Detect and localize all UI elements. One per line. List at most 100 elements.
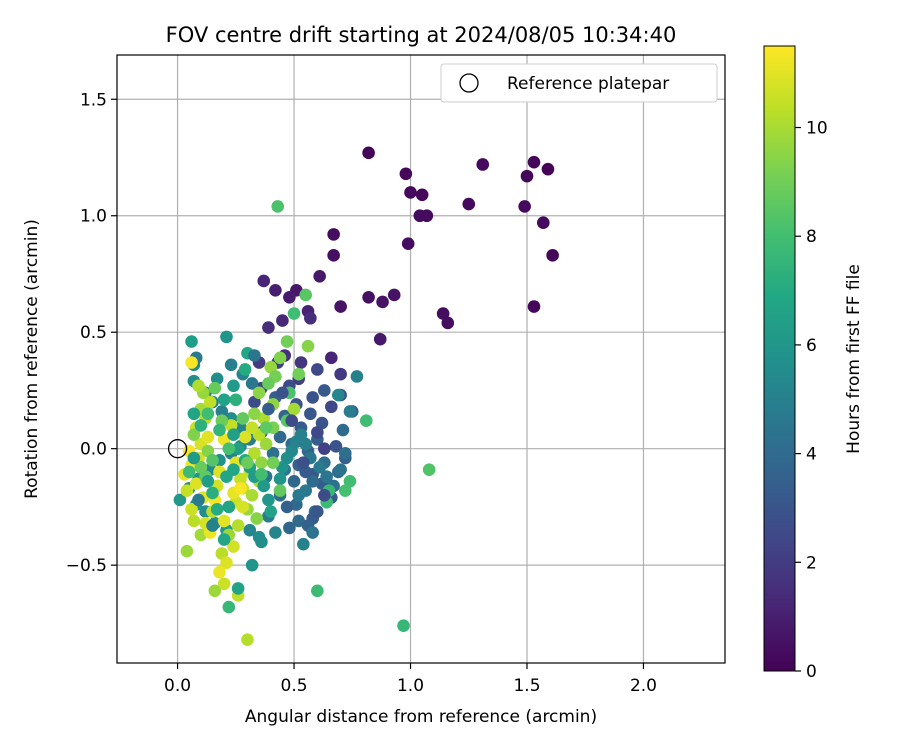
data-point — [208, 381, 222, 395]
data-point — [231, 442, 245, 455]
data-point — [213, 423, 226, 437]
data-point — [187, 451, 201, 465]
data-point — [373, 332, 387, 346]
data-point — [269, 526, 282, 539]
data-points — [173, 146, 559, 647]
data-point — [257, 479, 271, 493]
data-point — [318, 442, 331, 455]
data-point — [441, 316, 455, 330]
data-point — [243, 523, 257, 537]
data-point — [255, 456, 268, 469]
data-point — [248, 395, 261, 409]
data-point — [404, 186, 417, 199]
data-point — [262, 377, 275, 390]
data-point — [336, 423, 350, 437]
colorbar-tick-label: 4 — [806, 445, 817, 465]
x-axis-ticks: 0.0 0.5 1.0 1.5 2.0 — [164, 663, 657, 696]
data-point — [334, 367, 347, 381]
data-point — [299, 288, 312, 302]
data-point — [292, 367, 306, 381]
data-point — [306, 526, 319, 539]
data-point — [283, 290, 296, 304]
data-point — [217, 577, 231, 591]
data-point — [185, 335, 198, 348]
data-point — [241, 633, 254, 647]
data-point — [294, 356, 308, 369]
data-point — [245, 488, 259, 502]
data-point — [194, 461, 208, 474]
data-point — [343, 405, 357, 418]
data-point — [334, 300, 347, 313]
data-point — [313, 270, 326, 283]
data-point — [297, 456, 310, 469]
data-point — [210, 502, 224, 516]
data-point — [280, 500, 294, 514]
data-point — [236, 412, 250, 425]
data-point — [315, 416, 329, 430]
data-point — [231, 519, 245, 532]
data-point — [362, 290, 375, 304]
data-point — [359, 414, 373, 428]
colorbar-tick-label: 0 — [806, 662, 817, 682]
data-point — [180, 544, 194, 558]
data-point — [245, 377, 259, 390]
data-point — [401, 237, 415, 250]
data-point — [217, 514, 231, 528]
data-point — [220, 556, 233, 570]
data-point — [422, 463, 436, 476]
data-point — [387, 288, 401, 302]
data-point — [294, 428, 308, 442]
data-point — [262, 321, 275, 334]
data-point — [227, 379, 240, 393]
data-point — [527, 155, 541, 169]
data-point — [334, 463, 347, 476]
data-point — [350, 370, 364, 383]
colorbar-tick-label: 10 — [806, 119, 828, 139]
data-point — [220, 330, 233, 344]
colorbar-tick-label: 2 — [806, 553, 817, 573]
legend: Reference platepar — [440, 63, 718, 103]
data-point — [192, 379, 205, 393]
data-point — [306, 474, 319, 488]
y-tick-label: 0.5 — [80, 323, 107, 343]
data-point — [297, 537, 310, 551]
data-point — [234, 481, 247, 495]
data-point — [217, 533, 231, 546]
data-point — [273, 351, 287, 365]
data-point — [327, 228, 340, 241]
data-point — [273, 484, 287, 497]
data-point — [187, 514, 201, 528]
data-point — [276, 461, 289, 474]
data-point — [206, 454, 219, 467]
x-tick-label: 0.5 — [281, 676, 308, 696]
data-point — [313, 461, 326, 474]
data-point — [222, 600, 236, 614]
data-point — [227, 540, 240, 553]
legend-label: Reference platepar — [507, 74, 669, 94]
data-point — [192, 493, 205, 507]
colorbar-tick-label: 6 — [806, 336, 817, 356]
x-axis-label: Angular distance from reference (arcmin) — [245, 707, 597, 727]
data-point — [201, 430, 215, 444]
data-point — [259, 437, 273, 451]
data-point — [238, 430, 252, 444]
data-point — [287, 474, 301, 488]
data-point — [306, 391, 319, 404]
data-point — [325, 400, 338, 414]
plot-frame — [116, 54, 726, 664]
data-point — [318, 384, 331, 397]
data-point — [224, 358, 238, 372]
data-point — [248, 447, 261, 460]
data-point — [311, 505, 324, 518]
data-point — [213, 565, 226, 579]
data-point — [269, 283, 282, 297]
data-point — [320, 470, 333, 483]
data-point — [241, 456, 254, 469]
data-point — [327, 249, 340, 262]
data-point — [236, 500, 250, 514]
data-point — [217, 433, 231, 446]
y-tick-label: 1.5 — [80, 90, 107, 110]
data-point — [231, 582, 245, 595]
data-point — [250, 512, 264, 525]
data-point — [273, 430, 287, 444]
